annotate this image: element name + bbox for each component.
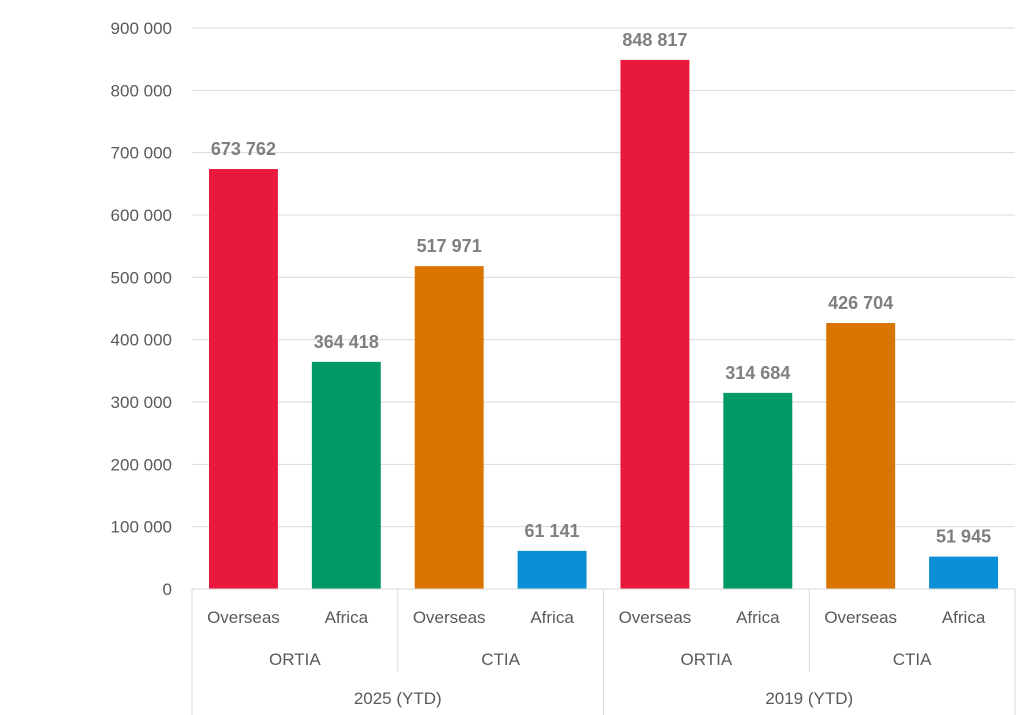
x-category-label: Africa bbox=[530, 608, 574, 627]
x-category-label: Africa bbox=[942, 608, 986, 627]
y-tick-label: 100 000 bbox=[111, 518, 172, 537]
x-group-label: 2025 (YTD) bbox=[354, 689, 442, 708]
data-label: 673 762 bbox=[211, 139, 276, 159]
y-tick-label: 300 000 bbox=[111, 393, 172, 412]
bar-2019-ortia-overseas bbox=[620, 59, 690, 590]
data-label: 364 418 bbox=[314, 332, 379, 352]
x-category-label: Overseas bbox=[413, 608, 486, 627]
y-tick-label: 0 bbox=[163, 580, 172, 599]
x-category-label: Africa bbox=[325, 608, 369, 627]
bar-2025-ortia-africa bbox=[311, 361, 381, 589]
bar-2019-ortia-africa bbox=[723, 392, 793, 589]
data-label: 426 704 bbox=[828, 293, 893, 313]
x-subgroup-label: ORTIA bbox=[681, 650, 733, 669]
bar-2019-ctia-overseas bbox=[826, 323, 896, 589]
bar-2025-ctia-africa bbox=[517, 550, 587, 589]
x-category-label: Overseas bbox=[824, 608, 897, 627]
x-subgroup-label: CTIA bbox=[893, 650, 932, 669]
y-axis-tick-labels: 0 100 000 200 000 300 000 400 000 500 000 600 … bbox=[111, 19, 172, 599]
y-tick-label: 800 000 bbox=[111, 81, 172, 100]
y-tick-label: 700 000 bbox=[111, 144, 172, 163]
category-axis: Overseas Africa ORTIA Overseas Africa CTIA 202… bbox=[191, 588, 1016, 715]
x-category-label: Overseas bbox=[619, 608, 692, 627]
bar-2025-ortia-overseas bbox=[208, 169, 278, 590]
x-category-label: Overseas bbox=[207, 608, 280, 627]
x-group-label: 2019 (YTD) bbox=[765, 689, 853, 708]
bar-2025-ctia-overseas bbox=[414, 266, 484, 589]
x-subgroup-label: CTIA bbox=[481, 650, 520, 669]
y-tick-label: 400 000 bbox=[111, 331, 172, 350]
x-category-label: Africa bbox=[736, 608, 780, 627]
data-label: 848 817 bbox=[622, 30, 687, 50]
data-label: 517 971 bbox=[417, 236, 482, 256]
data-label: 61 141 bbox=[525, 521, 580, 541]
y-tick-label: 500 000 bbox=[111, 268, 172, 287]
y-tick-label: 200 000 bbox=[111, 455, 172, 474]
data-label: 314 684 bbox=[725, 363, 790, 383]
x-subgroup-label: ORTIA bbox=[269, 650, 321, 669]
bar-2019-ctia-africa bbox=[929, 556, 999, 589]
bars bbox=[208, 59, 999, 590]
data-labels: 673 762 364 418 517 971 61 141 848 817 314 68… bbox=[211, 30, 991, 547]
data-label: 51 945 bbox=[936, 527, 991, 547]
y-tick-label: 600 000 bbox=[111, 206, 172, 225]
y-tick-label: 900 000 bbox=[111, 19, 172, 38]
